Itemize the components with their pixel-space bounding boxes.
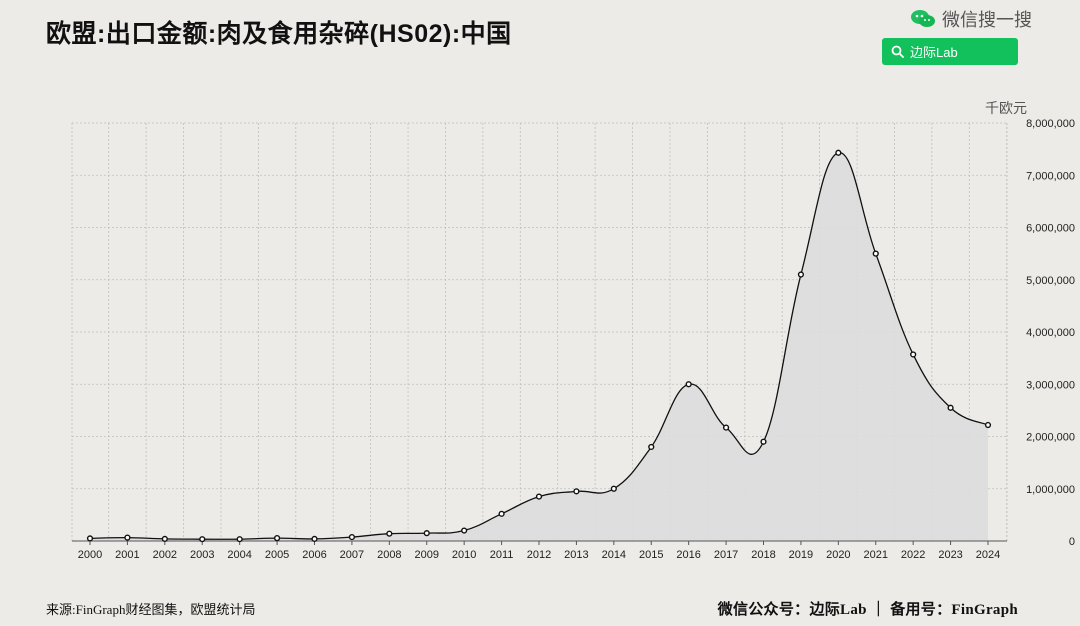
data-point [236,536,243,543]
data-point [535,493,543,500]
y-tick-label: 2,000,000 [1026,432,1075,444]
data-point [498,510,505,517]
y-tick-label: 4,000,000 [1026,327,1075,339]
data-point [348,533,356,541]
wechat-search-text: 微信搜一搜 [942,10,1032,30]
x-tick-label: 2002 [153,549,177,561]
data-point [910,351,917,358]
x-tick-label: 2023 [938,549,962,561]
y-tick-label: 0 [1069,536,1075,548]
data-point [685,381,692,388]
x-tick-label: 2006 [302,549,326,561]
x-tick-label: 2011 [490,549,514,561]
x-tick-label: 2013 [564,549,588,561]
x-tick-label: 2019 [789,549,813,561]
data-point [872,250,879,257]
search-button[interactable]: 边际Lab [882,38,1018,65]
data-point [722,424,730,431]
series-area [90,152,988,541]
x-tick-label: 2000 [78,549,102,561]
y-tick-label: 3,000,000 [1026,379,1075,391]
y-tick-label: 6,000,000 [1026,223,1075,235]
x-tick-label: 2010 [452,549,476,561]
data-point [573,488,580,495]
data-point [984,421,992,429]
data-point [461,527,468,534]
x-tick-label: 2014 [602,549,626,561]
x-tick-label: 2015 [639,549,663,561]
search-icon [891,45,904,58]
data-point [835,149,842,156]
x-tick-label: 2001 [115,549,139,561]
x-tick-label: 2007 [340,549,364,561]
wechat-search-widget: 微信搜一搜 边际Lab [882,6,1032,66]
chart-title: 欧盟:出口金额:肉及食用杂碎(HS02):中国 [46,20,512,48]
x-tick-label: 2009 [415,549,439,561]
y-tick-label: 5,000,000 [1026,275,1075,287]
y-tick-label: 8,000,000 [1026,118,1075,130]
y-tick-label: 7,000,000 [1026,170,1075,182]
y-tick-label: 1,000,000 [1026,484,1075,496]
x-tick-label: 2021 [864,549,888,561]
data-point [797,271,805,278]
x-tick-label: 2018 [751,549,775,561]
source-note: 来源:FinGraph财经图集，欧盟统计局 [46,602,256,617]
data-point [947,404,954,411]
data-point [760,438,767,445]
data-point [124,534,131,541]
x-tick-label: 2012 [527,549,551,561]
wechat-search-row: 微信搜一搜 [882,6,1032,32]
search-button-label: 边际Lab [910,45,958,60]
axis-layer [72,540,1007,545]
data-point [311,535,318,543]
x-tick-label: 2020 [826,549,850,561]
wechat-icon [910,8,936,30]
x-tick-label: 2004 [227,549,251,561]
data-point [199,536,206,543]
data-point [161,535,168,543]
x-tick-label: 2024 [976,549,1000,561]
point-layer [86,149,992,543]
x-tick-label: 2008 [377,549,401,561]
data-point [273,535,281,542]
x-tick-label: 2016 [676,549,700,561]
data-point [610,485,617,492]
footer-credit: 微信公众号：边际Lab ｜ 备用号：FinGraph [717,602,1018,618]
data-point [86,535,94,542]
x-tick-label: 2017 [714,549,738,561]
data-point [386,530,393,537]
y-axis-unit: 千欧元 [985,100,1027,116]
x-tick-label: 2022 [901,549,925,561]
area-layer [90,152,988,541]
x-tick-label: 2005 [265,549,289,561]
data-point [423,530,430,537]
label-layer: 0 1,000,000 2,000,000 3,000,000 4,000,000 5,0… [78,118,1075,561]
x-tick-label: 2003 [190,549,214,561]
data-point [648,443,655,451]
